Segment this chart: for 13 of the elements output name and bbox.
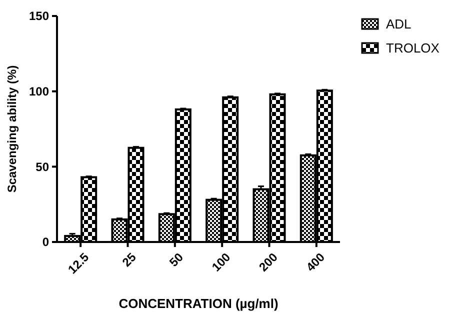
legend-label: TROLOX xyxy=(386,40,440,56)
y-axis-title: Scavenging ability (%) xyxy=(5,65,19,193)
x-tick-label: 200 xyxy=(256,250,281,274)
x-tick-label: 50 xyxy=(166,250,186,270)
y-tick-label: 50 xyxy=(36,160,50,174)
legend-label: ADL xyxy=(386,16,412,32)
y-tick-label: 150 xyxy=(28,9,50,24)
y-tick-label: 100 xyxy=(28,84,50,99)
x-tick-label: 400 xyxy=(303,250,328,274)
x-tick-label: 100 xyxy=(209,250,234,274)
x-tick-label: 25 xyxy=(119,250,140,270)
y-tick-label: 0 xyxy=(42,235,50,250)
x-axis-title: CONCENTRATION (µg/ml) xyxy=(118,296,278,311)
